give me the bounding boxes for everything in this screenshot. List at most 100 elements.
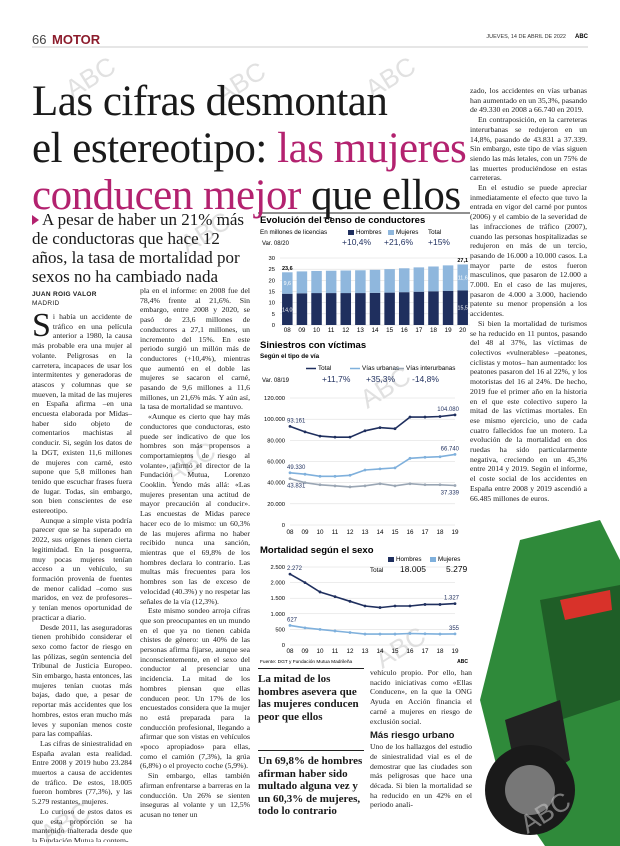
point: [453, 632, 457, 636]
point: [288, 425, 292, 428]
motorcycle-photo: [480, 520, 620, 846]
bar-segment: [355, 270, 366, 294]
chart-title: Mortalidad según el sexo: [260, 545, 374, 556]
x-tick-label: 08: [284, 327, 292, 334]
point: [393, 427, 397, 431]
value-label: 1.327: [444, 596, 460, 602]
value-label: 37.339: [441, 490, 460, 496]
x-tick-label: 10: [316, 529, 324, 536]
x-tick-label: 16: [406, 529, 414, 536]
point: [438, 455, 442, 459]
paragraph: Las cifras de siniestralidad en España a…: [32, 738, 132, 807]
chart-title: Evolución del censo de conductores: [260, 215, 425, 226]
bar-segment: [296, 271, 308, 294]
date: JUEVES, 14 DE ABRIL DE 2022: [486, 34, 566, 40]
line-series: [289, 477, 456, 488]
body-column: pla en el informe: en 2008 fue del 78,4%…: [140, 286, 250, 842]
point: [363, 604, 367, 608]
point: [408, 482, 412, 486]
paragraph: Si bien la mortalidad de turismos se ha …: [470, 318, 587, 503]
bar-segment: [457, 264, 468, 291]
value-label: 104.080: [437, 407, 459, 413]
point: [303, 581, 307, 584]
value-label: 9,6: [284, 281, 291, 287]
chart-title: Siniestros con víctimas: [260, 340, 366, 351]
bar-segment: [355, 293, 366, 325]
subheading: Más riesgo urbano: [370, 730, 455, 742]
point: [303, 481, 307, 485]
legend-swatch: [388, 557, 394, 562]
bar-segment: [442, 265, 454, 291]
legend-label: Vías urbanas: [362, 365, 399, 372]
byline-author: JUAN ROIG VALOR: [32, 291, 97, 298]
paragraph: Aunque a simple vista podría parecer que…: [32, 515, 132, 622]
x-tick-label: 17: [415, 327, 423, 334]
variation-value: +11,7%: [322, 374, 351, 384]
point: [423, 415, 427, 419]
variation-value: +10,4%: [342, 237, 372, 247]
paragraph: Si había un accidente de tráfico en una …: [32, 312, 132, 516]
y-tick-label: 20: [269, 278, 275, 284]
y-tick-label: 1.500: [270, 596, 285, 602]
bar-segment: [457, 290, 468, 325]
value-label: 11,6: [458, 275, 468, 281]
bar-segment: [398, 292, 410, 325]
point: [363, 632, 367, 636]
line-series: [289, 453, 456, 478]
bar-segment: [325, 293, 337, 325]
value-label: 93.161: [287, 418, 306, 424]
body-column: zado, los accidentes en vías urbanas han…: [470, 86, 587, 576]
point: [348, 435, 352, 439]
y-tick-label: 5: [272, 312, 275, 318]
callout: Un 69,8% de hombres afirman haber sido m…: [258, 750, 364, 818]
x-tick-label: 20: [459, 327, 467, 334]
bar-segment: [398, 268, 410, 293]
point: [333, 629, 337, 633]
bar-segment: [413, 267, 425, 292]
headline-part: el estereotipo:: [32, 125, 267, 172]
point: [348, 599, 352, 603]
chart-subtitle: En millones de licencias: [260, 229, 327, 236]
section: MOTOR: [52, 32, 101, 47]
x-tick-label: 10: [316, 648, 324, 655]
legend-label: Vías interurbanas: [406, 365, 455, 372]
paragraph: pla en el informe: en 2008 fue del 78,4%…: [140, 286, 250, 412]
y-tick-label: 0: [282, 523, 285, 529]
point: [303, 472, 307, 476]
value-label: 2.272: [287, 566, 303, 572]
point: [408, 604, 412, 608]
point: [453, 452, 457, 456]
paragraph: Este mismo sondeo arroja cifras que son …: [140, 606, 250, 771]
x-tick-label: 14: [371, 327, 379, 334]
point: [288, 572, 292, 576]
point: [318, 434, 322, 438]
x-tick-label: 19: [451, 529, 459, 536]
variation-value: +35,3%: [366, 374, 396, 384]
bar-segment: [428, 266, 439, 292]
point: [378, 426, 382, 430]
point: [378, 632, 382, 636]
byline-place: MADRID: [32, 300, 60, 307]
subhead: A pesar de haber un 21% más de conductor…: [32, 210, 254, 286]
legend-label: Total: [318, 365, 331, 372]
total-value: 5.279: [446, 564, 468, 574]
y-tick-label: 120.000: [264, 396, 285, 402]
x-tick-label: 12: [342, 327, 350, 334]
point: [423, 455, 427, 459]
chart-subtitle: Según el tipo de vía: [260, 353, 320, 360]
x-tick-label: 18: [430, 327, 438, 334]
legend-label: Mujeres: [438, 556, 460, 563]
paragraph: En contraposición, en la carreteras inte…: [470, 115, 587, 183]
value-label: 49.330: [287, 465, 306, 471]
y-tick-label: 0: [272, 323, 275, 329]
x-tick-label: 10: [313, 327, 321, 334]
paragraph: Sin embargo, ellas también afirman enfre…: [140, 771, 250, 819]
x-tick-label: 13: [361, 529, 369, 536]
point: [318, 628, 322, 631]
bar-segment: [413, 291, 425, 325]
legend-swatch: [430, 557, 436, 562]
x-tick-label: 15: [391, 529, 399, 536]
x-tick-label: 12: [346, 529, 354, 536]
x-tick-label: 15: [391, 648, 399, 655]
